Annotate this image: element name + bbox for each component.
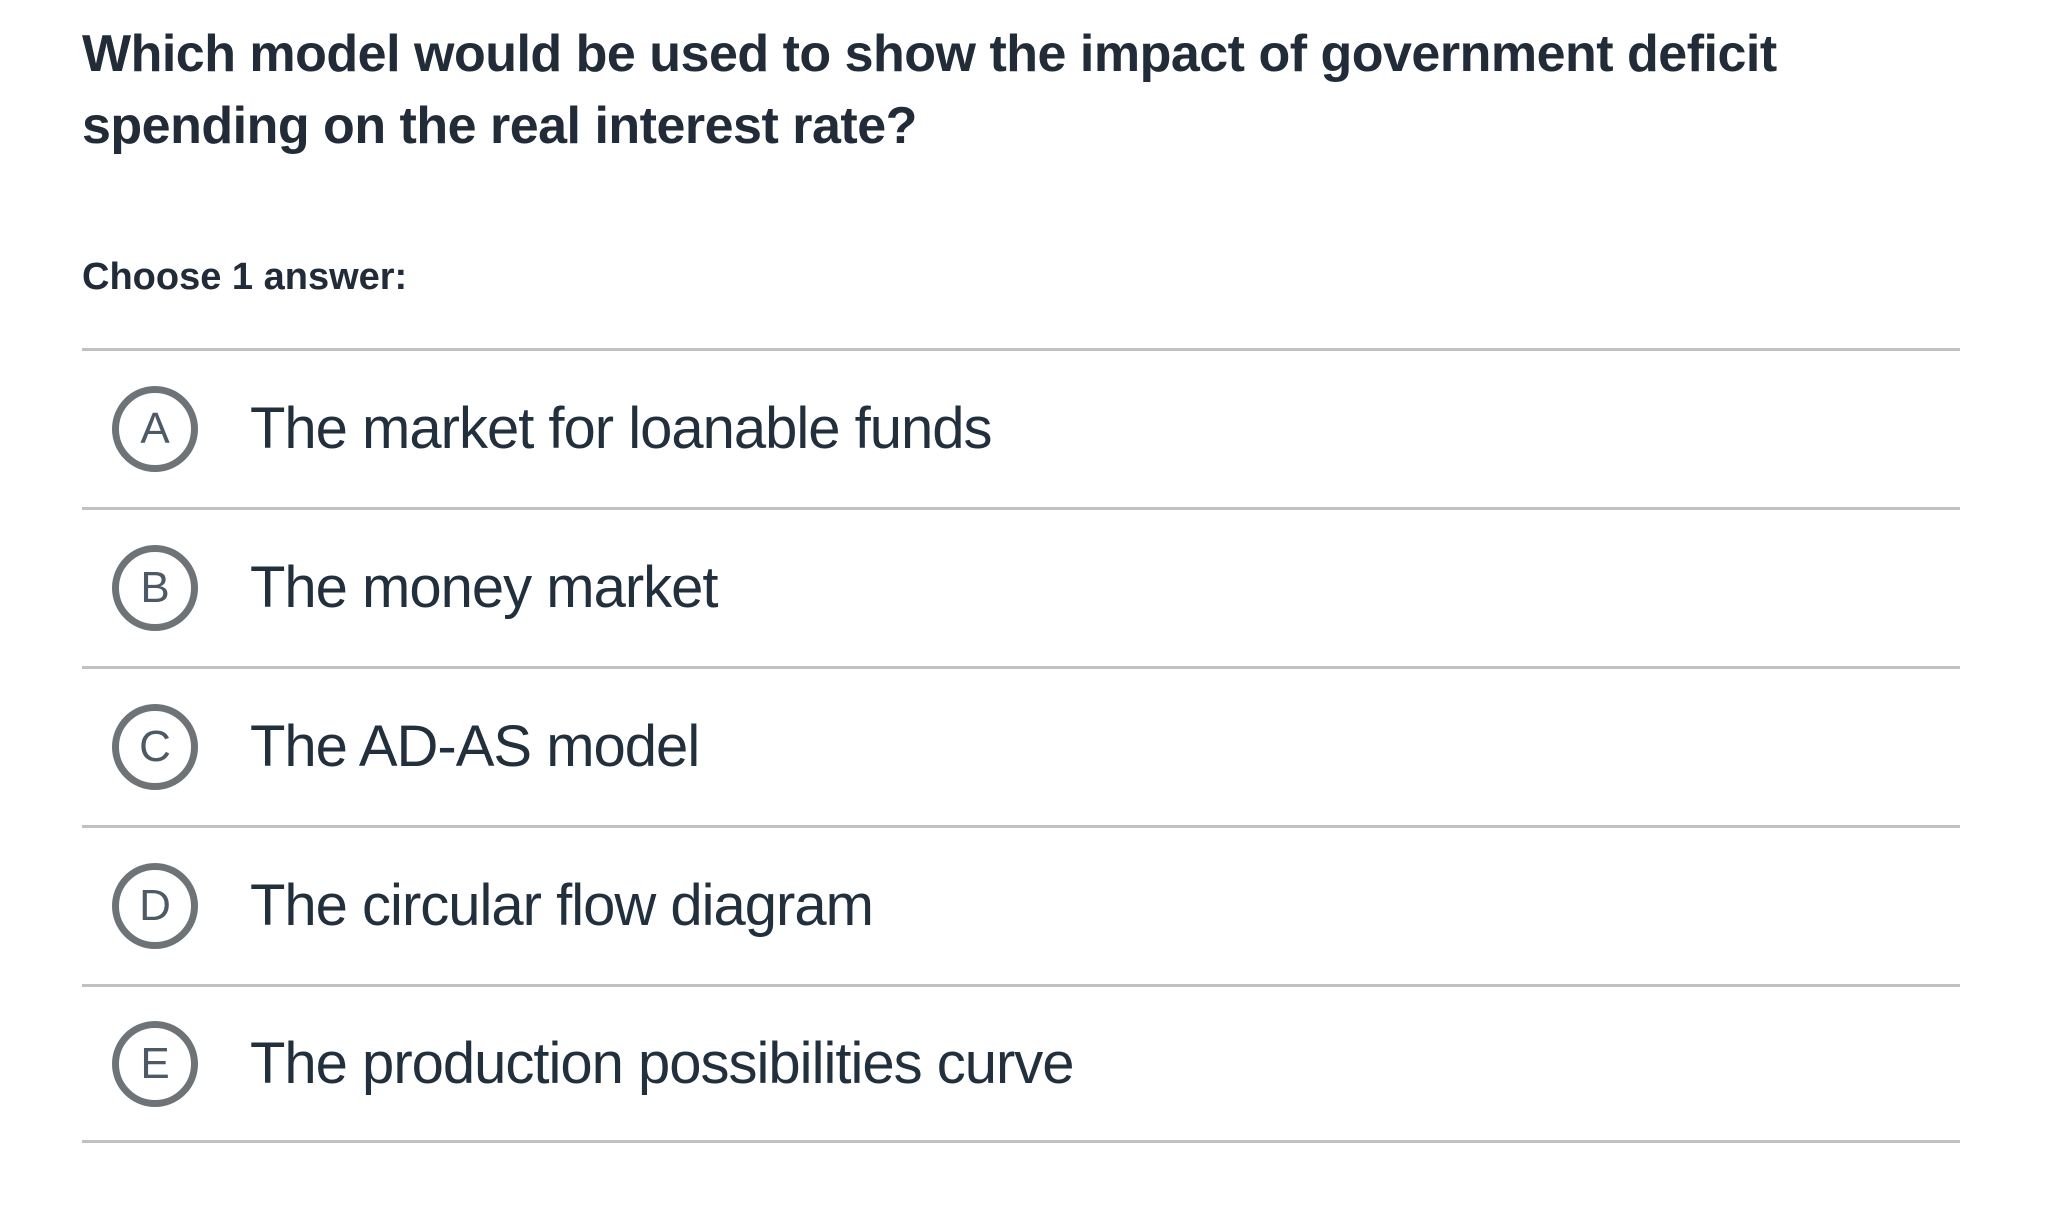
choice-label-a[interactable]: The market for loanable funds — [250, 396, 993, 462]
choice-letter-e: E — [140, 1038, 170, 1088]
choice-label-d[interactable]: The circular flow diagram — [250, 873, 874, 939]
choice-label-b[interactable]: The money market — [250, 555, 719, 621]
choice-row-b[interactable]: B The money market — [82, 507, 1960, 666]
choice-row-a[interactable]: A The market for loanable funds — [82, 348, 1960, 507]
question-title-line-1: Which model would be used to show the im… — [82, 25, 1777, 83]
radio-button-c[interactable]: C — [112, 704, 198, 790]
radio-button-e[interactable]: E — [112, 1020, 198, 1107]
choice-label-c[interactable]: The AD-AS model — [250, 714, 700, 780]
radio-button-d[interactable]: D — [112, 863, 198, 949]
choice-row-d[interactable]: D The circular flow diagram — [82, 825, 1960, 984]
question-title: Which model would be used to show the im… — [82, 18, 1960, 162]
choose-answer-label: Choose 1 answer: — [82, 256, 408, 298]
choice-letter-a: A — [140, 404, 170, 453]
choice-row-c[interactable]: C The AD-AS model — [82, 666, 1960, 825]
question-title-line-2: spending on the real interest rate? — [82, 97, 917, 155]
question-panel: Which model would be used to show the im… — [82, 18, 1960, 1143]
choice-row-e[interactable]: E The production possibilities curve — [82, 984, 1960, 1143]
choice-letter-b: B — [140, 563, 170, 612]
choices-list: A The market for loanable funds B The mo… — [82, 348, 1960, 1143]
choice-letter-c: C — [139, 722, 171, 771]
radio-button-a[interactable]: A — [112, 386, 198, 472]
radio-button-b[interactable]: B — [112, 545, 198, 631]
choice-label-e[interactable]: The production possibilities curve — [250, 1030, 1075, 1096]
choice-letter-d: D — [139, 881, 171, 930]
